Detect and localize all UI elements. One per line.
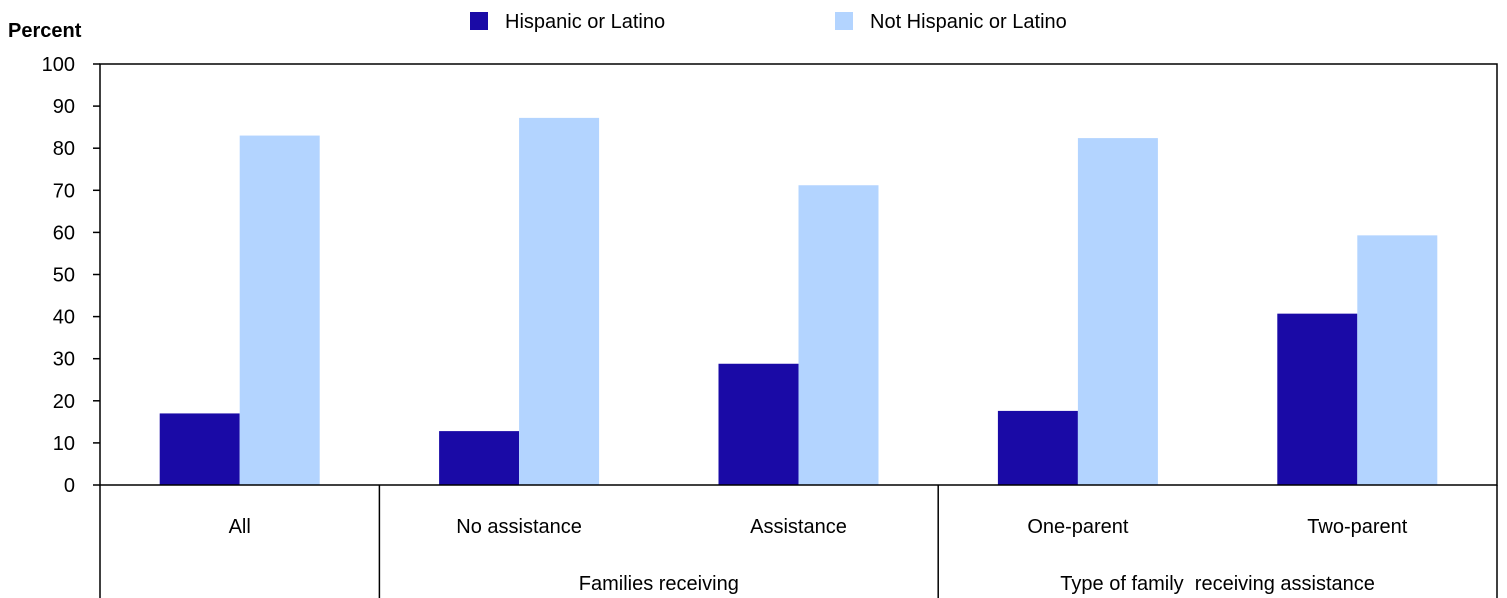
y-tick-label: 0 <box>64 475 75 497</box>
bar-not-hispanic-or-latino-0 <box>239 135 320 485</box>
plot-frame <box>99 63 1498 486</box>
bar-not-hispanic-or-latino-3 <box>1077 138 1158 485</box>
legend: Hispanic or Latino Not Hispanic or Latino <box>470 11 1067 33</box>
plot-border <box>99 63 1498 486</box>
category-label: Assistance <box>750 516 847 538</box>
y-tick-label: 90 <box>53 96 75 118</box>
bar-hispanic-or-latino-1 <box>439 431 520 485</box>
legend-swatch-1 <box>835 12 853 30</box>
y-tick-label: 60 <box>53 222 75 244</box>
group-label: Type of family receiving assistance <box>1060 573 1375 595</box>
category-label: One-parent <box>1027 516 1129 538</box>
y-tick-label: 10 <box>53 433 75 455</box>
y-tick-label: 50 <box>53 265 75 287</box>
bar-hispanic-or-latino-0 <box>159 413 240 485</box>
y-tick-label: 30 <box>53 349 75 371</box>
y-tick-label: 70 <box>53 180 75 202</box>
y-tick-label: 20 <box>53 391 75 413</box>
bars <box>159 117 1438 486</box>
bar-not-hispanic-or-latino-4 <box>1357 235 1438 485</box>
y-tick-label: 40 <box>53 307 75 329</box>
y-axis: 0 10 20 30 40 50 60 70 80 90 100 <box>42 54 100 497</box>
bar-hispanic-or-latino-2 <box>718 363 799 485</box>
bar-not-hispanic-or-latino-2 <box>798 185 879 486</box>
legend-swatch-0 <box>470 12 488 30</box>
group-label: Families receiving <box>579 573 739 595</box>
category-label: No assistance <box>456 516 582 538</box>
bar-hispanic-or-latino-3 <box>997 410 1078 485</box>
y-tick-label: 80 <box>53 138 75 160</box>
bar-not-hispanic-or-latino-1 <box>519 117 600 485</box>
legend-label-0: Hispanic or Latino <box>505 11 665 33</box>
category-label: Two-parent <box>1307 516 1407 538</box>
y-tick-label: 100 <box>42 54 75 76</box>
category-label: All <box>229 516 251 538</box>
y-axis-label: Percent <box>8 20 82 42</box>
legend-label-1: Not Hispanic or Latino <box>870 11 1067 33</box>
x-axis: All No assistance Assistance One-parent Two-… <box>99 485 1498 598</box>
bar-hispanic-or-latino-4 <box>1277 313 1358 485</box>
